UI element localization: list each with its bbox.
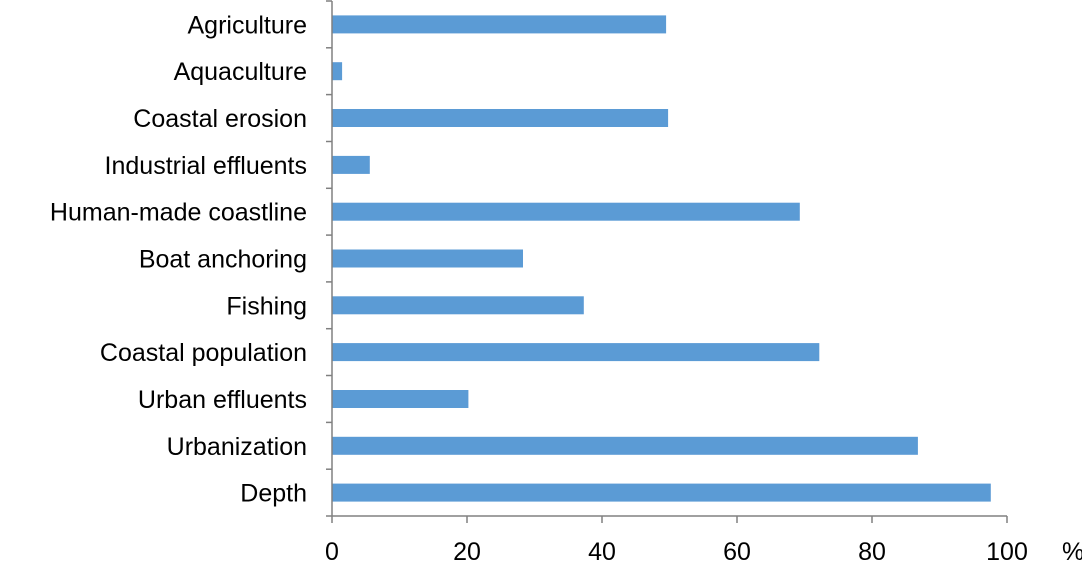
x-axis-unit-label: % (1062, 538, 1082, 566)
category-label: Fishing (226, 292, 307, 320)
axis-layer (326, 0, 1008, 523)
category-label: Human-made coastline (50, 199, 307, 227)
bar-urban-effluents (332, 390, 469, 408)
bar-aquaculture (332, 62, 343, 81)
x-tick-label: 20 (453, 538, 481, 566)
bar-coastal-population (332, 343, 820, 362)
bar-urbanization (332, 436, 918, 455)
bars-layer (332, 15, 991, 502)
labels-layer: Agriculture Aquaculture Coastal erosion Ind… (50, 11, 1082, 566)
bar-fishing (332, 296, 584, 315)
bar-industrial-effluents (332, 155, 370, 174)
category-label: Aquaculture (174, 58, 307, 86)
bar-depth (332, 483, 991, 502)
x-tick-label: 80 (858, 538, 886, 566)
bar-boat-anchoring (332, 249, 523, 268)
bar-coastal-erosion (332, 109, 669, 127)
bar-human-made-coastline (332, 202, 800, 221)
category-label: Industrial effluents (105, 152, 307, 180)
bar-agriculture (332, 15, 667, 34)
category-label: Boat anchoring (139, 246, 307, 274)
x-tick-label: 100 (986, 538, 1028, 566)
x-tick-label: 40 (588, 538, 616, 566)
category-label: Urbanization (167, 433, 307, 461)
category-label: Agriculture (188, 11, 308, 39)
x-tick-label: 0 (325, 538, 339, 566)
category-label: Urban effluents (138, 386, 307, 414)
category-label: Coastal population (100, 339, 307, 367)
category-label: Depth (240, 480, 307, 508)
x-tick-label: 60 (723, 538, 751, 566)
category-label: Coastal erosion (133, 105, 307, 133)
